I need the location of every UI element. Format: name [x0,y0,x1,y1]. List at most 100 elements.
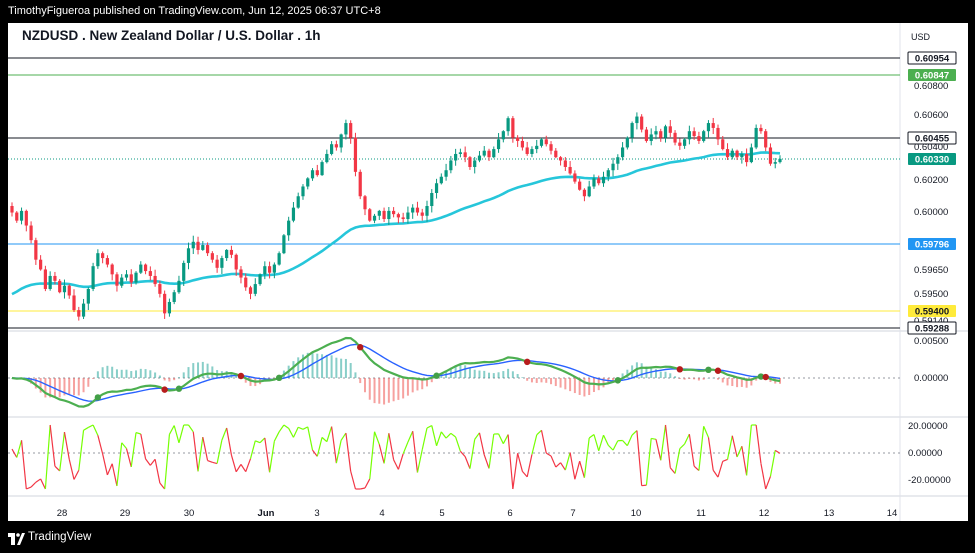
candle-body [730,150,734,158]
histogram-bar [206,363,209,378]
oscillator-2-segment [68,459,75,480]
candle-body [34,240,38,260]
oscillator-2-segment [569,452,576,480]
chart-area[interactable]: 0.00000 20.00000 0.00000 -20.00000 USD 0.60… [8,23,968,521]
histogram-bar [211,366,214,378]
oscillator-2-segment [626,434,633,446]
oscillator-2-segment [660,424,667,461]
oscillator-2-segment [178,424,185,443]
oscillator-2-segment [331,426,337,464]
histogram-bar [430,378,433,383]
oscillator-2-segment [373,431,380,445]
candle-body [439,176,443,184]
histogram-bar [316,353,319,378]
oscillator-2-segment [531,434,538,455]
histogram-bar [383,378,386,405]
oscillator-2-segment [602,434,609,446]
oscillator-2-segment [83,426,89,431]
candle-body [721,139,725,150]
level-price-label: 0.60455 [915,134,950,145]
cross-dot [237,372,245,380]
histogram-bar [516,374,519,378]
oscillator-2-segment [202,436,209,461]
candle-body [473,160,477,167]
histogram-bar [669,373,672,378]
candle-body [415,207,420,213]
histogram-bar [578,378,581,395]
histogram-bar [468,368,471,378]
oscillator-2-segment [765,476,772,490]
oscillator-2-segment [383,433,390,464]
oscillator-2-segment [445,432,452,439]
candle-body [420,212,424,216]
histogram-bar [693,378,696,380]
histogram-bar [53,378,56,397]
candle-body [496,139,501,150]
level-price-label-bg [908,69,956,81]
oscillator-2-segment [397,453,404,470]
oscillator-2-pane: 20.00000 0.00000 -20.00000 [8,421,951,490]
histogram-bar [707,377,710,379]
oscillator-2-segment [498,433,504,444]
oscillator-2-segment [226,427,233,456]
candle-body [334,144,338,148]
histogram-bar [526,378,529,381]
histogram-bar [511,371,514,378]
time-tick-label: Jun [258,508,275,519]
histogram-bar [702,378,705,380]
tradingview-logo-icon [8,533,25,545]
candle-body [444,170,448,177]
oscillator-2-segment [20,440,27,490]
oscillator-2-segment [321,436,328,443]
histogram-bar [564,378,567,390]
oscillator-2-segment [73,469,80,480]
histogram-bar [325,354,328,378]
oscillator-2-segment [168,425,175,435]
oscillator-2-segment [164,434,171,490]
macd-line [11,336,781,408]
candle-body [220,258,224,268]
histogram-bar [745,378,748,388]
signal-line [11,343,781,402]
candle-body [635,116,639,124]
candle-body [740,153,744,158]
candle-body [191,241,195,249]
histogram-bar [535,378,538,383]
oscillator-1-pane: 0.00000 [8,336,948,408]
oscillator-2-segment [769,450,776,477]
candle-body [487,150,491,158]
candle-body [120,277,124,286]
histogram-bar [426,378,429,387]
candle-body [287,220,291,236]
candle-body [62,285,67,293]
oscillator-2-segment [598,434,605,452]
oscillator-2-segment [264,437,271,473]
cross-dot [762,373,769,381]
oscillator-2-segment [698,426,705,471]
chart-canvas[interactable]: 0.00000 20.00000 0.00000 -20.00000 USD 0.60… [8,23,968,521]
candles [10,112,782,321]
candle-body [267,266,272,273]
candle-body [425,206,429,216]
oscillator-2-segment [688,434,695,467]
candle-body [711,123,715,128]
histogram-bar [354,372,357,378]
price-tick-label: 0.60000 [914,207,948,218]
oscillator-2-segment [240,464,247,473]
oscillator-2-segment [488,433,495,469]
candle-body [558,157,563,161]
candle-body [597,178,601,184]
histogram-bar [335,357,338,378]
oscillator-2-segment [622,440,628,447]
oscillator-2-segment [249,440,256,459]
histogram-bar [674,376,677,378]
level-price-label: 0.59796 [915,240,949,251]
histogram-bar [659,371,662,378]
time-tick-label: 4 [379,508,384,519]
oscillator-2-segment [588,434,595,439]
candle-body [434,183,439,193]
oscillator-2-tick: 0.00000 [908,448,942,459]
histogram-bar [755,378,758,381]
candle-body [587,186,591,197]
histogram-bar [697,378,700,381]
